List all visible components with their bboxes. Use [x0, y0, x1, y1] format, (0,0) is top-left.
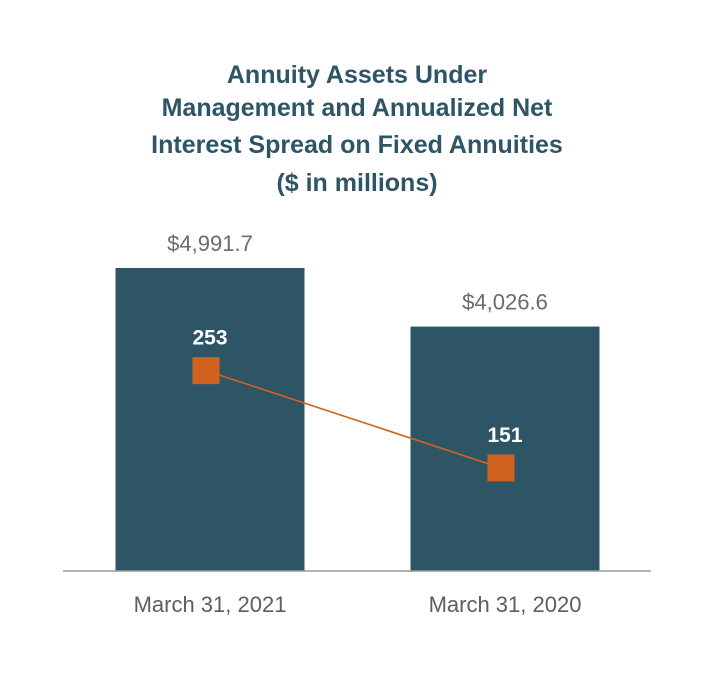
x-tick-label-1: March 31, 2021: [134, 592, 287, 617]
spread-series: [192, 357, 515, 482]
chart-title: Annuity Assets Under Management and Annu…: [151, 61, 563, 197]
chart-title-line-1: Annuity Assets Under: [227, 61, 488, 89]
bar-1: [115, 268, 305, 571]
bar-series: [115, 268, 600, 571]
chart-title-line-2: Management and Annualized Net: [162, 94, 553, 122]
spread-value-label-1: 253: [192, 327, 227, 350]
spread-marker-1: [192, 357, 220, 385]
x-tick-label-2: March 31, 2020: [429, 592, 582, 617]
chart-title-line-4: ($ in millions): [276, 169, 437, 197]
chart-title-line-3: Interest Spread on Fixed Annuities: [151, 131, 563, 159]
bar-value-label-2: $4,026.6: [462, 290, 548, 315]
spread-marker-2: [487, 454, 515, 482]
bar-2: [410, 326, 600, 571]
spread-line: [205, 369, 502, 469]
spread-value-label-2: 151: [487, 424, 522, 447]
labels: $4,991.7 March 31, 2021 $4,026.6 March 31, …: [134, 231, 582, 617]
bar-value-label-1: $4,991.7: [167, 231, 253, 256]
